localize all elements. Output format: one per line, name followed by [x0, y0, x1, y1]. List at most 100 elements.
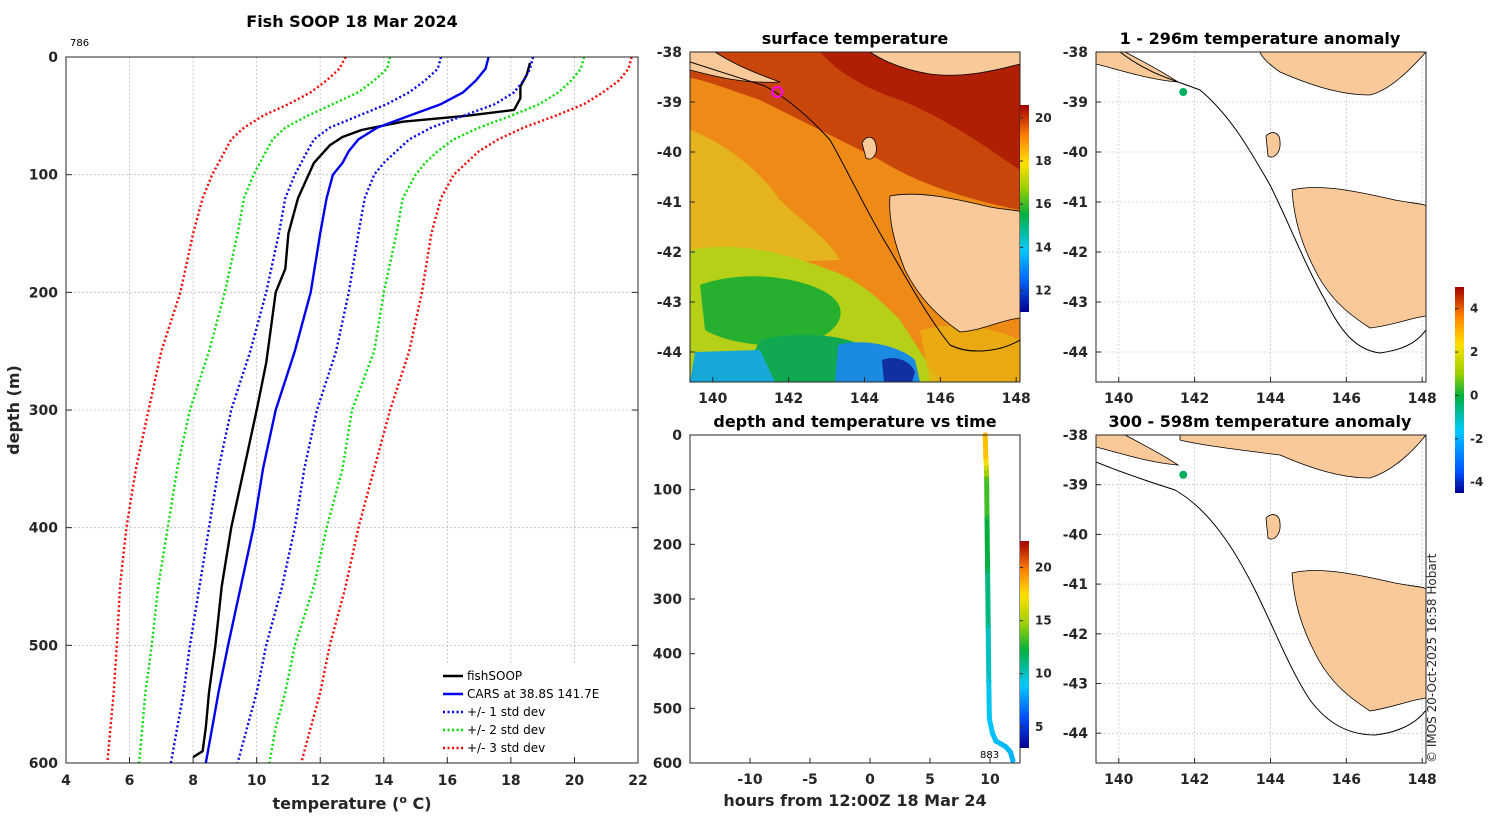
x-tick-label: 142 [1180, 772, 1209, 788]
y-tick-label: -43 [1063, 676, 1088, 692]
isobath [1119, 52, 1426, 354]
series-1-std-dev-lower [169, 56, 443, 764]
y-tick-label: -42 [1063, 245, 1088, 261]
y-tick-label: -40 [1063, 145, 1089, 161]
sst-map-title: surface temperature [762, 29, 949, 48]
x-tick-label: 142 [1180, 391, 1209, 407]
sst-land-victoria [869, 52, 1020, 76]
colorbar-tick-label: 20 [1035, 561, 1052, 575]
colorbar-tick-label: 0 [1470, 388, 1478, 402]
depth-time-annotation: 883 [980, 750, 999, 761]
depth-time-title: depth and temperature vs time [713, 412, 996, 431]
sst-colorbar [1020, 105, 1029, 312]
isobath [1096, 461, 1426, 736]
depth-time-series [982, 432, 1016, 763]
y-tick-label: 0 [672, 428, 682, 444]
x-tick-label: 5 [925, 772, 935, 788]
x-tick-label: 144 [1256, 772, 1285, 788]
depth-time-point [983, 454, 989, 460]
x-tick-label: 10 [980, 772, 1000, 788]
sst-colorbar-ticks: 12 14 16 18 20 [1020, 111, 1052, 297]
series-2-std-dev-lower [137, 56, 392, 764]
profile-cast-number: 786 [70, 38, 89, 49]
y-tick-label: -39 [1063, 95, 1088, 111]
depth-time-point [986, 716, 993, 722]
lower-anomaly-title: 300 - 598m temperature anomaly [1109, 412, 1412, 431]
land-victoria [1259, 52, 1426, 96]
depth-time-colorbar-ticks: 5 10 15 20 [1020, 561, 1052, 734]
legend-label: +/- 1 std dev [467, 705, 545, 719]
x-tick-label: 144 [1256, 391, 1285, 407]
depth-time-point [986, 678, 992, 684]
king-island [1265, 132, 1281, 158]
depth-time-point [984, 476, 990, 482]
colorbar-tick-label: -2 [1470, 432, 1483, 446]
tasmania [1291, 570, 1426, 712]
x-tick-label: 142 [774, 391, 803, 407]
upper-anomaly-x-ticks: 140 142 144 146 148 [1104, 377, 1437, 407]
y-tick-label: 400 [29, 521, 58, 537]
sst-hot-zone [820, 52, 1020, 170]
legend-label: +/- 3 std dev [467, 741, 545, 755]
depth-time-x-label: hours from 12:00Z 18 Mar 24 [723, 791, 986, 810]
series-1-std-dev-upper [236, 56, 535, 764]
y-tick-label: 100 [653, 483, 682, 499]
x-tick-label: 146 [1332, 772, 1361, 788]
depth-time-segment [985, 623, 992, 684]
depth-time-point [1010, 757, 1016, 763]
land-victoria [1179, 435, 1426, 479]
colorbar-tick-label: 2 [1470, 345, 1478, 359]
x-tick-label: 140 [1104, 391, 1133, 407]
y-tick-label: -41 [1063, 577, 1088, 593]
colorbar-tick-label: -4 [1470, 475, 1483, 489]
colorbar-tick-label: 16 [1035, 197, 1052, 211]
x-tick-label: -10 [737, 772, 763, 788]
x-tick-label: 16 [438, 773, 457, 789]
anomaly-colorbar [1455, 287, 1464, 493]
profile-title: Fish SOOP 18 Mar 2024 [246, 12, 457, 31]
y-tick-label: 300 [29, 403, 58, 419]
depth-time-segment [982, 432, 989, 460]
x-tick-label: 140 [698, 391, 727, 407]
series-3-std-dev-lower [106, 56, 347, 764]
y-tick-label: 300 [653, 592, 682, 608]
upper-anomaly-map [1096, 52, 1426, 354]
x-tick-label: 144 [850, 391, 879, 407]
sst-deep-blue-patch [882, 358, 915, 382]
colorbar-tick-label: 12 [1035, 283, 1052, 297]
upper-anomaly-panel: 1 - 296m temperature anomaly 140 142 144 14… [1063, 29, 1437, 407]
x-tick-label: -5 [802, 772, 818, 788]
y-tick-label: -39 [657, 95, 682, 111]
station-marker [1179, 470, 1188, 479]
sst-tasmania [889, 193, 1020, 333]
y-tick-label: 400 [653, 647, 682, 663]
depth-time-point [983, 465, 990, 471]
depth-time-panel: depth and temperature vs time 883 -10 -5 0… [653, 412, 1052, 810]
sst-blue-patch [690, 350, 775, 382]
x-tick-label: 4 [61, 773, 71, 789]
legend-label: fishSOOP [467, 669, 522, 683]
y-tick-label: -41 [1063, 195, 1088, 211]
depth-time-y-ticks: 0 100 200 300 400 500 600 [653, 428, 695, 772]
lower-anomaly-y-ticks: -38 -39 -40 -41 -42 -43 -44 [1063, 428, 1101, 742]
lower-anomaly-map [1096, 435, 1426, 736]
depth-time-segment [985, 569, 991, 629]
x-tick-label: 140 [1104, 772, 1133, 788]
colorbar-tick-label: 14 [1035, 240, 1052, 254]
y-tick-label: -41 [657, 195, 682, 211]
y-tick-label: -43 [657, 295, 682, 311]
x-tick-label: 12 [310, 773, 329, 789]
x-tick-label: 148 [1002, 391, 1031, 407]
upper-anomaly-axes-box [1095, 51, 1427, 383]
sst-x-ticks: 140 142 144 146 148 [698, 377, 1031, 407]
y-tick-label: 200 [29, 285, 58, 301]
profile-x-ticks: 4 6 8 10 12 14 16 18 20 22 [61, 757, 648, 789]
profile-grid [65, 56, 639, 764]
y-tick-label: 500 [653, 701, 682, 717]
y-tick-label: 0 [48, 50, 58, 66]
depth-time-point [985, 569, 991, 575]
y-tick-label: -42 [1063, 627, 1088, 643]
y-tick-label: -39 [1063, 478, 1088, 494]
sst-king-island [861, 136, 877, 160]
depth-time-x-ticks: -10 -5 0 5 10 [737, 758, 1000, 788]
